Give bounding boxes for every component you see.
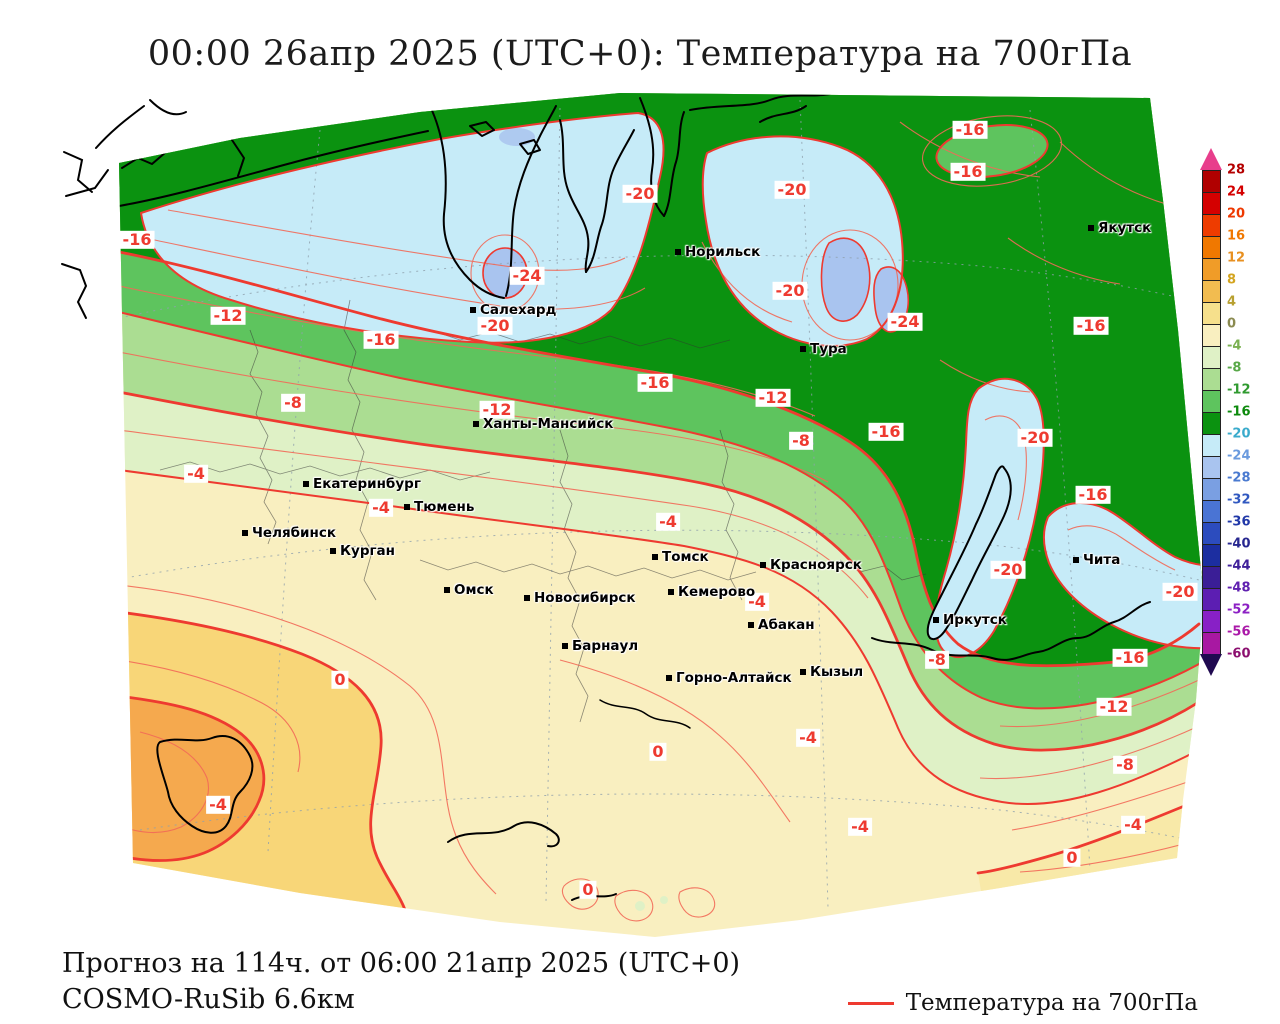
colorbar-tick-label: 0 — [1227, 316, 1237, 332]
colorbar-tick-label: -28 — [1227, 470, 1251, 486]
colorbar-tick-label: -24 — [1227, 448, 1251, 464]
colorbar-tick-label: -56 — [1227, 624, 1251, 640]
colorbar-segment — [1202, 434, 1221, 457]
colorbar-segment — [1202, 500, 1221, 523]
colorbar-segment — [1202, 170, 1221, 193]
colorbar-arrow-up-icon — [1200, 148, 1222, 170]
colorbar-tick-label: -12 — [1227, 382, 1251, 398]
colorbar-tick-label: -36 — [1227, 514, 1251, 530]
colorbar-tick-label: -60 — [1227, 646, 1251, 662]
colorbar-tick-label: 4 — [1227, 294, 1237, 310]
map-key: Температура на 700гПа — [847, 990, 1198, 1016]
coastlines — [119, 93, 1151, 901]
colorbar-segment — [1202, 456, 1221, 479]
legend-label: Температура на 700гПа — [905, 990, 1198, 1016]
colorbar-tick-label: -44 — [1227, 558, 1251, 574]
colorbar-segment — [1202, 390, 1221, 413]
colorbar-tick-label: 16 — [1227, 228, 1246, 244]
colorbar-segment — [1202, 478, 1221, 501]
colorbar-segment — [1202, 280, 1221, 303]
colorbar-tick-label: -4 — [1227, 338, 1242, 354]
colorbar-segment — [1202, 610, 1221, 633]
colorbar-segment — [1202, 214, 1221, 237]
colorbar-segment — [1202, 324, 1221, 347]
colorbar-tick-label: -8 — [1227, 360, 1242, 376]
page-title: 00:00 26апр 2025 (UTC+0): Температура на… — [147, 34, 1133, 74]
colorbar-segment — [1202, 236, 1221, 259]
graticule — [119, 99, 1200, 909]
colorbar-tick-label: 24 — [1227, 184, 1246, 200]
colorbar-tick-label: 8 — [1227, 272, 1237, 288]
legend-line — [847, 1001, 894, 1005]
colorbar-segment — [1202, 588, 1221, 611]
colorbar-segment — [1202, 544, 1221, 567]
major-contours — [119, 112, 1204, 912]
colorbar-arrow-down-icon — [1200, 654, 1222, 676]
forecast-info-text: Прогноз на 114ч. от 06:00 21апр 2025 (UT… — [62, 948, 741, 979]
colorbar-tick-label: -52 — [1227, 602, 1251, 618]
colorbar-tick-label: -48 — [1227, 580, 1251, 596]
temperature-field — [119, 93, 1204, 937]
colorbar-tick-label: 28 — [1227, 162, 1246, 178]
colorbar-segment — [1202, 632, 1221, 655]
colorbar-segment — [1202, 258, 1221, 281]
colorbar-tick-label: -32 — [1227, 492, 1251, 508]
lake-baikal — [926, 465, 1012, 640]
colorbar-segment — [1202, 302, 1221, 325]
outside-coastlines — [61, 99, 187, 319]
colorbar-tick-label: -16 — [1227, 404, 1251, 420]
model-info-text: COSMO-RuSib 6.6км — [62, 984, 355, 1015]
colorbar-segment — [1202, 346, 1221, 369]
colorbar-tick-label: 20 — [1227, 206, 1246, 222]
colorbar-segment — [1202, 368, 1221, 391]
colorbar-segment — [1202, 192, 1221, 215]
colorbar: 28 24 20 16 12 8 4 0 -4 -8 -12 -16 -20 -24 -28 -32 -36 -4… — [1200, 148, 1280, 688]
colorbar-segment — [1202, 412, 1221, 435]
admin-boundaries — [159, 299, 927, 723]
colorbar-tick-label: -40 — [1227, 536, 1251, 552]
colorbar-segment — [1202, 566, 1221, 589]
colorbar-tick-label: 12 — [1227, 250, 1246, 266]
colorbar-segment — [1202, 522, 1221, 545]
colorbar-tick-label: -20 — [1227, 426, 1251, 442]
